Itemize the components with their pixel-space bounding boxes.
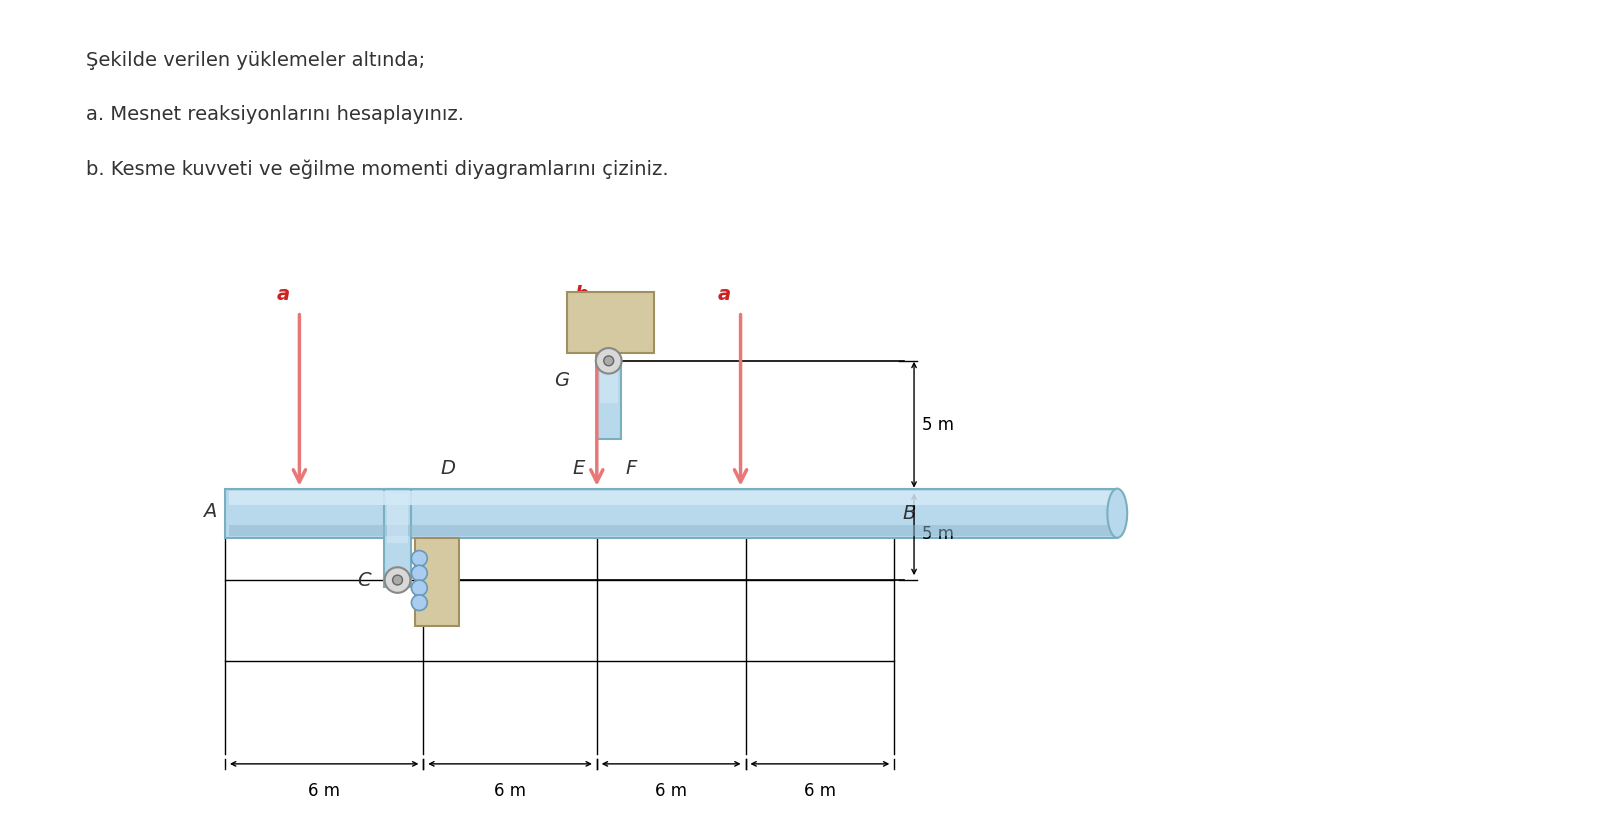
Ellipse shape [1107,488,1128,537]
Text: 6 m: 6 m [494,781,526,799]
Text: Şekilde verilen yüklemeler altında;: Şekilde verilen yüklemeler altında; [87,52,425,70]
Text: b: b [574,285,587,303]
Text: a. Mesnet reaksiyonlarını hesaplayınız.: a. Mesnet reaksiyonlarını hesaplayınız. [87,106,465,124]
Circle shape [412,580,428,596]
Text: 6 m: 6 m [655,781,687,799]
Text: 5 m: 5 m [922,525,954,543]
Circle shape [385,567,410,593]
Bar [566,292,655,353]
Circle shape [412,595,428,610]
Text: G: G [555,371,570,390]
Text: 6 m: 6 m [309,781,339,799]
Circle shape [412,551,428,566]
Circle shape [595,348,621,374]
Circle shape [412,565,428,581]
Bar [600,364,618,403]
Text: C: C [357,570,370,590]
Bar [597,361,621,439]
Text: D: D [441,460,455,479]
Bar [228,491,1113,506]
Text: B: B [903,504,916,523]
Text: A: A [203,501,217,521]
Text: E: E [573,460,586,479]
Text: b. Kesme kuvveti ve eğilme momenti diyagramlarını çiziniz.: b. Kesme kuvveti ve eğilme momenti diyag… [87,160,669,179]
Bar [225,488,1117,537]
Circle shape [603,356,613,366]
Text: a: a [277,285,290,303]
Bar [599,353,618,361]
Circle shape [393,575,402,585]
Bar [228,525,1113,537]
Text: 5 m: 5 m [922,416,954,434]
Bar [415,537,459,627]
Bar [386,493,409,542]
Text: 6 m: 6 m [804,781,835,799]
Text: a: a [718,285,730,303]
Text: F: F [626,460,637,479]
Bar [383,488,412,587]
